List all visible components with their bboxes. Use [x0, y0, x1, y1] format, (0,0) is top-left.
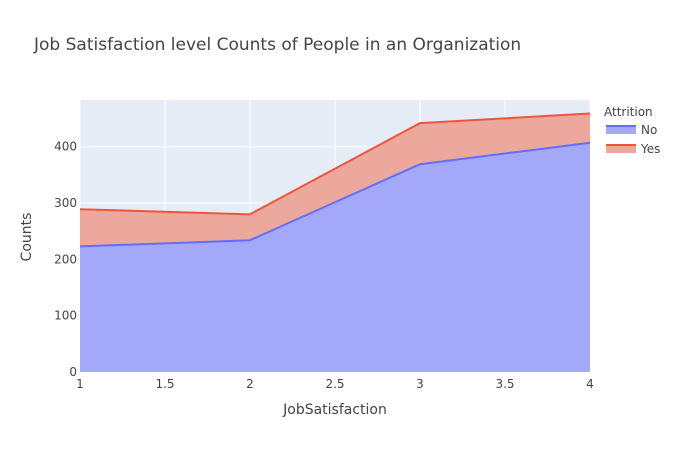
legend-swatch-fill-no [606, 126, 636, 134]
y-tick-label-1: 100 [54, 309, 77, 323]
x-tick-label-3: 2.5 [325, 377, 344, 391]
area-no [80, 142, 590, 372]
legend-item-no[interactable]: No [606, 123, 657, 137]
x-tick-label-2: 2 [246, 377, 254, 391]
legend-label-no: No [641, 123, 657, 137]
y-axis-title: Counts [19, 213, 35, 262]
y-tick-label-0: 0 [69, 365, 77, 379]
y-axis-ticks: 0 100 200 300 400 [54, 140, 77, 379]
legend-label-yes: Yes [640, 142, 660, 156]
x-tick-label-1: 1.5 [155, 377, 174, 391]
legend-swatch-fill-yes [606, 145, 636, 153]
x-tick-label-4: 3 [416, 377, 424, 391]
x-axis-ticks: 1 1.5 2 2.5 3 3.5 4 [76, 377, 594, 391]
chart-title: Job Satisfaction level Counts of People … [33, 35, 521, 55]
y-tick-label-3: 300 [54, 196, 77, 210]
y-tick-label-4: 400 [54, 140, 77, 154]
legend-item-yes[interactable]: Yes [606, 142, 660, 156]
series-lines [79, 112, 591, 248]
legend: Attrition No Yes [604, 105, 660, 156]
legend-title: Attrition [604, 105, 653, 119]
x-axis-title: JobSatisfaction [282, 402, 387, 418]
x-tick-label-0: 1 [76, 377, 84, 391]
y-tick-label-2: 200 [54, 252, 77, 266]
x-tick-label-5: 3.5 [495, 377, 514, 391]
line-yes [79, 112, 591, 216]
x-tick-label-6: 4 [586, 377, 594, 391]
line-no [79, 141, 591, 248]
